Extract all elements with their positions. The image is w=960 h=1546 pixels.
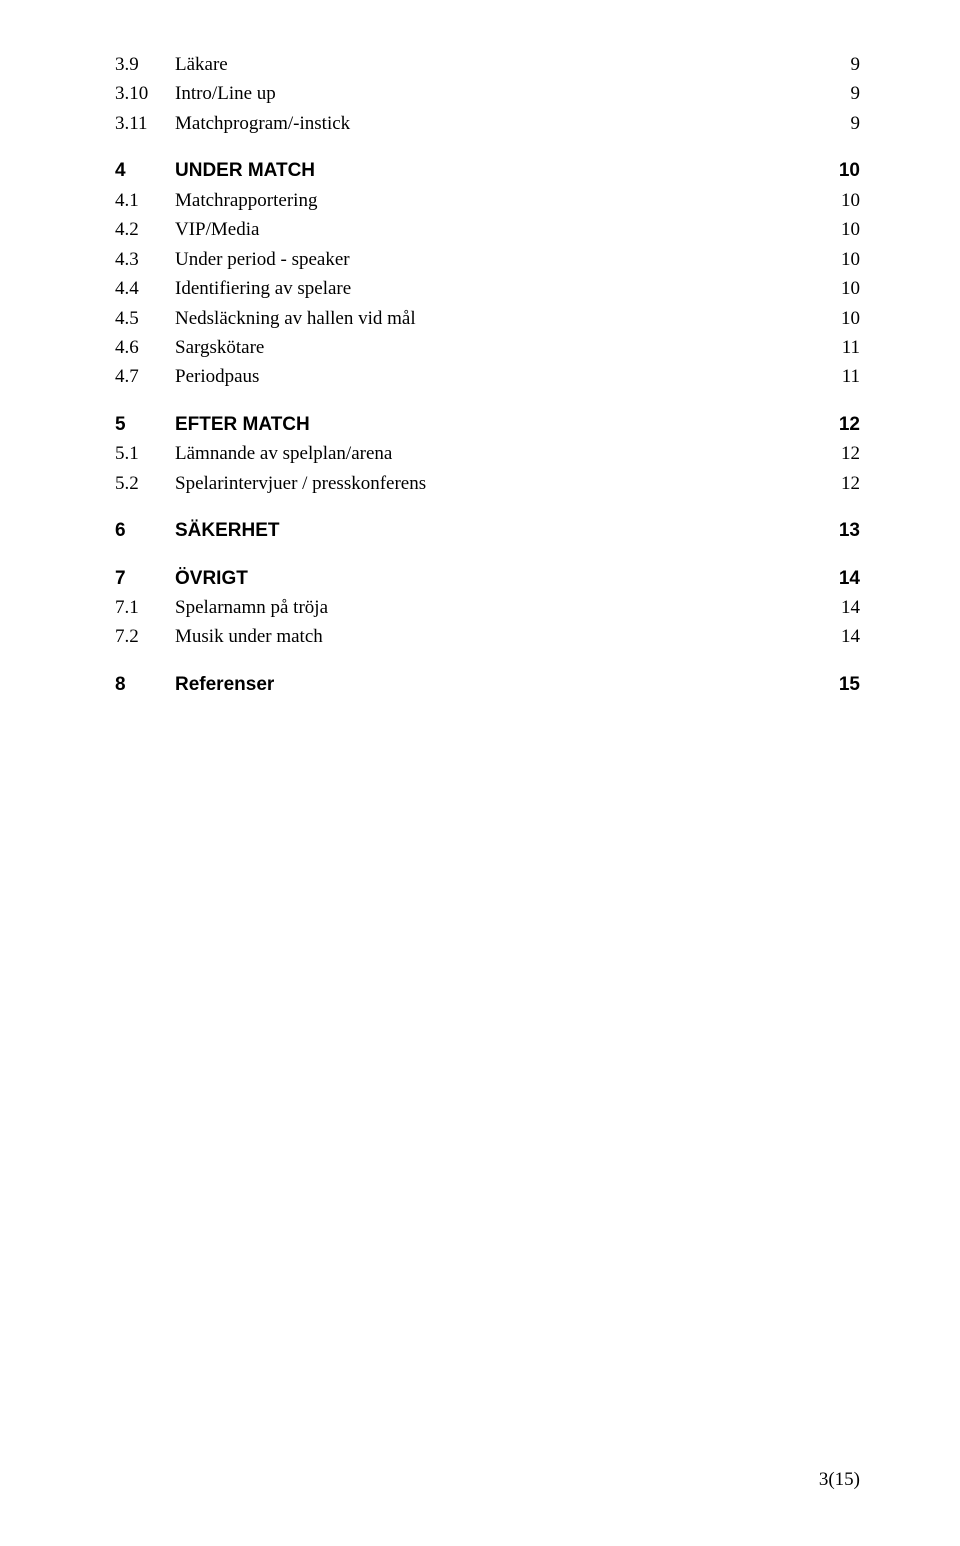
toc-entry-title: Matchprogram/-instick bbox=[175, 109, 350, 138]
toc-entry-number: 4.6 bbox=[115, 333, 175, 362]
toc-entry-page: 14 bbox=[830, 622, 860, 651]
toc-entry-page: 11 bbox=[830, 333, 860, 362]
toc-section-page: 10 bbox=[830, 156, 860, 185]
toc-entry-title: VIP/Media bbox=[175, 215, 259, 244]
toc-entry-title: Musik under match bbox=[175, 622, 323, 651]
toc-entry-page: 10 bbox=[830, 304, 860, 333]
toc-entry-page: 12 bbox=[830, 439, 860, 468]
toc-entry-title: Matchrapportering bbox=[175, 186, 317, 215]
toc-entry-title: Nedsläckning av hallen vid mål bbox=[175, 304, 416, 333]
toc-entry-page: 10 bbox=[830, 215, 860, 244]
toc-section-title: SÄKERHET bbox=[175, 516, 280, 545]
toc-entry-number: 4.2 bbox=[115, 215, 175, 244]
toc-section-number: 6 bbox=[115, 516, 175, 545]
toc-group: 8Referenser 15 bbox=[115, 670, 860, 699]
toc-sub-entry: 7.1Spelarnamn på tröja 14 bbox=[115, 593, 860, 622]
toc-entry-page: 11 bbox=[830, 362, 860, 391]
toc-group: 6SÄKERHET 13 bbox=[115, 516, 860, 545]
toc-section-title: UNDER MATCH bbox=[175, 156, 315, 185]
toc-entry-title: Sargskötare bbox=[175, 333, 264, 362]
table-of-contents: 3.9Läkare93.10Intro/Line up93.11Matchpro… bbox=[115, 50, 860, 699]
toc-entry-number: 4.7 bbox=[115, 362, 175, 391]
toc-entry-number: 3.11 bbox=[115, 109, 175, 138]
toc-sub-entry: 4.1Matchrapportering 10 bbox=[115, 186, 860, 215]
toc-section-title: ÖVRIGT bbox=[175, 564, 248, 593]
toc-entry-number: 7.1 bbox=[115, 593, 175, 622]
toc-entry-number: 3.9 bbox=[115, 50, 175, 79]
toc-entry-title: Spelarintervjuer / presskonferens bbox=[175, 469, 426, 498]
toc-group: 3.9Läkare93.10Intro/Line up93.11Matchpro… bbox=[115, 50, 860, 138]
toc-entry-number: 4.3 bbox=[115, 245, 175, 274]
toc-section-heading: 8Referenser 15 bbox=[115, 670, 860, 699]
toc-entry-title: Under period - speaker bbox=[175, 245, 350, 274]
toc-section-heading: 4UNDER MATCH 10 bbox=[115, 156, 860, 185]
toc-sub-entry: 4.3Under period - speaker 10 bbox=[115, 245, 860, 274]
toc-section-number: 5 bbox=[115, 410, 175, 439]
toc-group: 4UNDER MATCH104.1Matchrapportering104.2V… bbox=[115, 156, 860, 392]
toc-entry-number: 4.4 bbox=[115, 274, 175, 303]
toc-entry-title: Lämnande av spelplan/arena bbox=[175, 439, 392, 468]
toc-sub-entry: 4.2VIP/Media 10 bbox=[115, 215, 860, 244]
toc-entry-title: Intro/Line up bbox=[175, 79, 276, 108]
toc-section-page: 13 bbox=[830, 516, 860, 545]
toc-entry-title: Identifiering av spelare bbox=[175, 274, 351, 303]
toc-entry-page: 9 bbox=[830, 50, 860, 79]
toc-section-number: 8 bbox=[115, 670, 175, 699]
toc-section-number: 7 bbox=[115, 564, 175, 593]
toc-entry-page: 9 bbox=[830, 79, 860, 108]
toc-section-page: 12 bbox=[830, 410, 860, 439]
toc-sub-entry: 7.2Musik under match 14 bbox=[115, 622, 860, 651]
toc-entry-number: 3.10 bbox=[115, 79, 175, 108]
toc-group: 7ÖVRIGT147.1Spelarnamn på tröja147.2Musi… bbox=[115, 564, 860, 652]
toc-entry-title: Spelarnamn på tröja bbox=[175, 593, 328, 622]
page-footer: 3(15) bbox=[819, 1469, 860, 1491]
toc-entry-page: 10 bbox=[830, 186, 860, 215]
toc-entry-number: 4.5 bbox=[115, 304, 175, 333]
toc-entry-page: 9 bbox=[830, 109, 860, 138]
toc-group: 5EFTER MATCH125.1Lämnande av spelplan/ar… bbox=[115, 410, 860, 498]
toc-sub-entry: 3.9Läkare 9 bbox=[115, 50, 860, 79]
toc-entry-number: 5.2 bbox=[115, 469, 175, 498]
toc-entry-page: 12 bbox=[830, 469, 860, 498]
toc-sub-entry: 5.1Lämnande av spelplan/arena 12 bbox=[115, 439, 860, 468]
toc-entry-page: 10 bbox=[830, 274, 860, 303]
toc-section-heading: 7ÖVRIGT 14 bbox=[115, 564, 860, 593]
toc-section-title: EFTER MATCH bbox=[175, 410, 310, 439]
toc-sub-entry: 3.11Matchprogram/-instick 9 bbox=[115, 109, 860, 138]
toc-section-number: 4 bbox=[115, 156, 175, 185]
toc-entry-title: Läkare bbox=[175, 50, 228, 79]
page-number: 3(15) bbox=[819, 1469, 860, 1490]
toc-sub-entry: 5.2Spelarintervjuer / presskonferens 12 bbox=[115, 469, 860, 498]
toc-entry-title: Periodpaus bbox=[175, 362, 259, 391]
toc-entry-number: 5.1 bbox=[115, 439, 175, 468]
toc-section-heading: 5EFTER MATCH 12 bbox=[115, 410, 860, 439]
toc-sub-entry: 4.5Nedsläckning av hallen vid mål 10 bbox=[115, 304, 860, 333]
toc-entry-page: 14 bbox=[830, 593, 860, 622]
toc-section-page: 14 bbox=[830, 564, 860, 593]
toc-entry-number: 7.2 bbox=[115, 622, 175, 651]
toc-entry-number: 4.1 bbox=[115, 186, 175, 215]
toc-section-heading: 6SÄKERHET 13 bbox=[115, 516, 860, 545]
toc-sub-entry: 4.4Identifiering av spelare 10 bbox=[115, 274, 860, 303]
toc-sub-entry: 4.6Sargskötare 11 bbox=[115, 333, 860, 362]
toc-sub-entry: 3.10Intro/Line up 9 bbox=[115, 79, 860, 108]
toc-section-title: Referenser bbox=[175, 670, 274, 699]
toc-section-page: 15 bbox=[830, 670, 860, 699]
toc-sub-entry: 4.7Periodpaus 11 bbox=[115, 362, 860, 391]
toc-entry-page: 10 bbox=[830, 245, 860, 274]
